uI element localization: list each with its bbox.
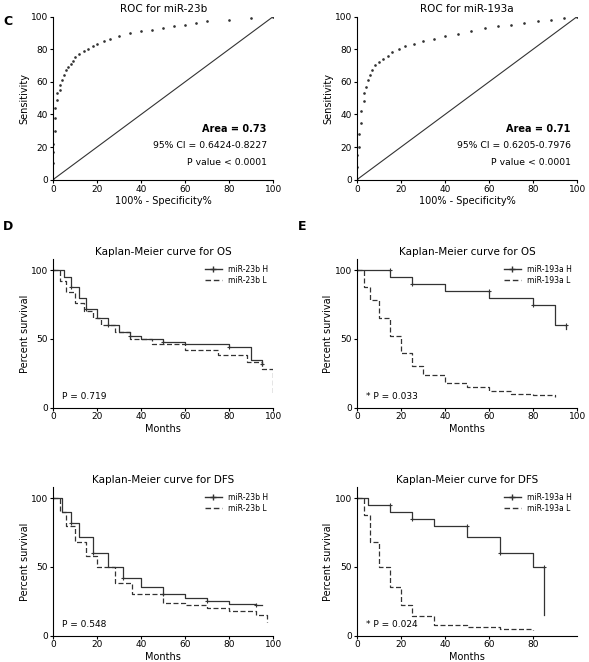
Text: E: E (297, 220, 306, 233)
Legend: miR-23b H, miR-23b L: miR-23b H, miR-23b L (203, 263, 269, 287)
Y-axis label: Sensitivity: Sensitivity (323, 73, 333, 124)
X-axis label: 100% - Specificity%: 100% - Specificity% (115, 197, 211, 207)
Text: P = 0.719: P = 0.719 (62, 392, 107, 401)
Text: 95% CI = 0.6424-0.8227: 95% CI = 0.6424-0.8227 (153, 141, 267, 150)
X-axis label: 100% - Specificity%: 100% - Specificity% (419, 197, 515, 207)
Y-axis label: Sensitivity: Sensitivity (19, 73, 29, 124)
Text: P value < 0.0001: P value < 0.0001 (187, 158, 267, 167)
Text: Area = 0.73: Area = 0.73 (202, 124, 267, 134)
Text: P = 0.548: P = 0.548 (62, 620, 106, 629)
Text: P value < 0.0001: P value < 0.0001 (491, 158, 571, 167)
X-axis label: Months: Months (145, 652, 181, 662)
Legend: miR-193a H, miR-193a L: miR-193a H, miR-193a L (502, 491, 574, 514)
Text: 95% CI = 0.6205-0.7976: 95% CI = 0.6205-0.7976 (456, 141, 571, 150)
Title: Kaplan-Meier curve for DFS: Kaplan-Meier curve for DFS (396, 475, 538, 485)
Text: D: D (3, 220, 13, 233)
Title: Kaplan-Meier curve for OS: Kaplan-Meier curve for OS (399, 247, 535, 257)
X-axis label: Months: Months (449, 424, 485, 434)
Legend: miR-23b H, miR-23b L: miR-23b H, miR-23b L (203, 491, 269, 514)
X-axis label: Months: Months (449, 652, 485, 662)
Y-axis label: Percent survival: Percent survival (323, 522, 333, 600)
Y-axis label: Percent survival: Percent survival (19, 522, 29, 600)
Y-axis label: Percent survival: Percent survival (19, 295, 29, 373)
Legend: miR-193a H, miR-193a L: miR-193a H, miR-193a L (502, 263, 574, 287)
Title: Kaplan-Meier curve for DFS: Kaplan-Meier curve for DFS (92, 475, 234, 485)
Y-axis label: Percent survival: Percent survival (323, 295, 333, 373)
Text: Area = 0.71: Area = 0.71 (506, 124, 571, 134)
X-axis label: Months: Months (145, 424, 181, 434)
Title: ROC for miR-23b: ROC for miR-23b (120, 5, 207, 15)
Text: * P = 0.033: * P = 0.033 (366, 392, 418, 401)
Title: Kaplan-Meier curve for OS: Kaplan-Meier curve for OS (95, 247, 231, 257)
Title: ROC for miR-193a: ROC for miR-193a (421, 5, 514, 15)
Text: * P = 0.024: * P = 0.024 (366, 620, 418, 629)
Text: C: C (3, 15, 12, 28)
